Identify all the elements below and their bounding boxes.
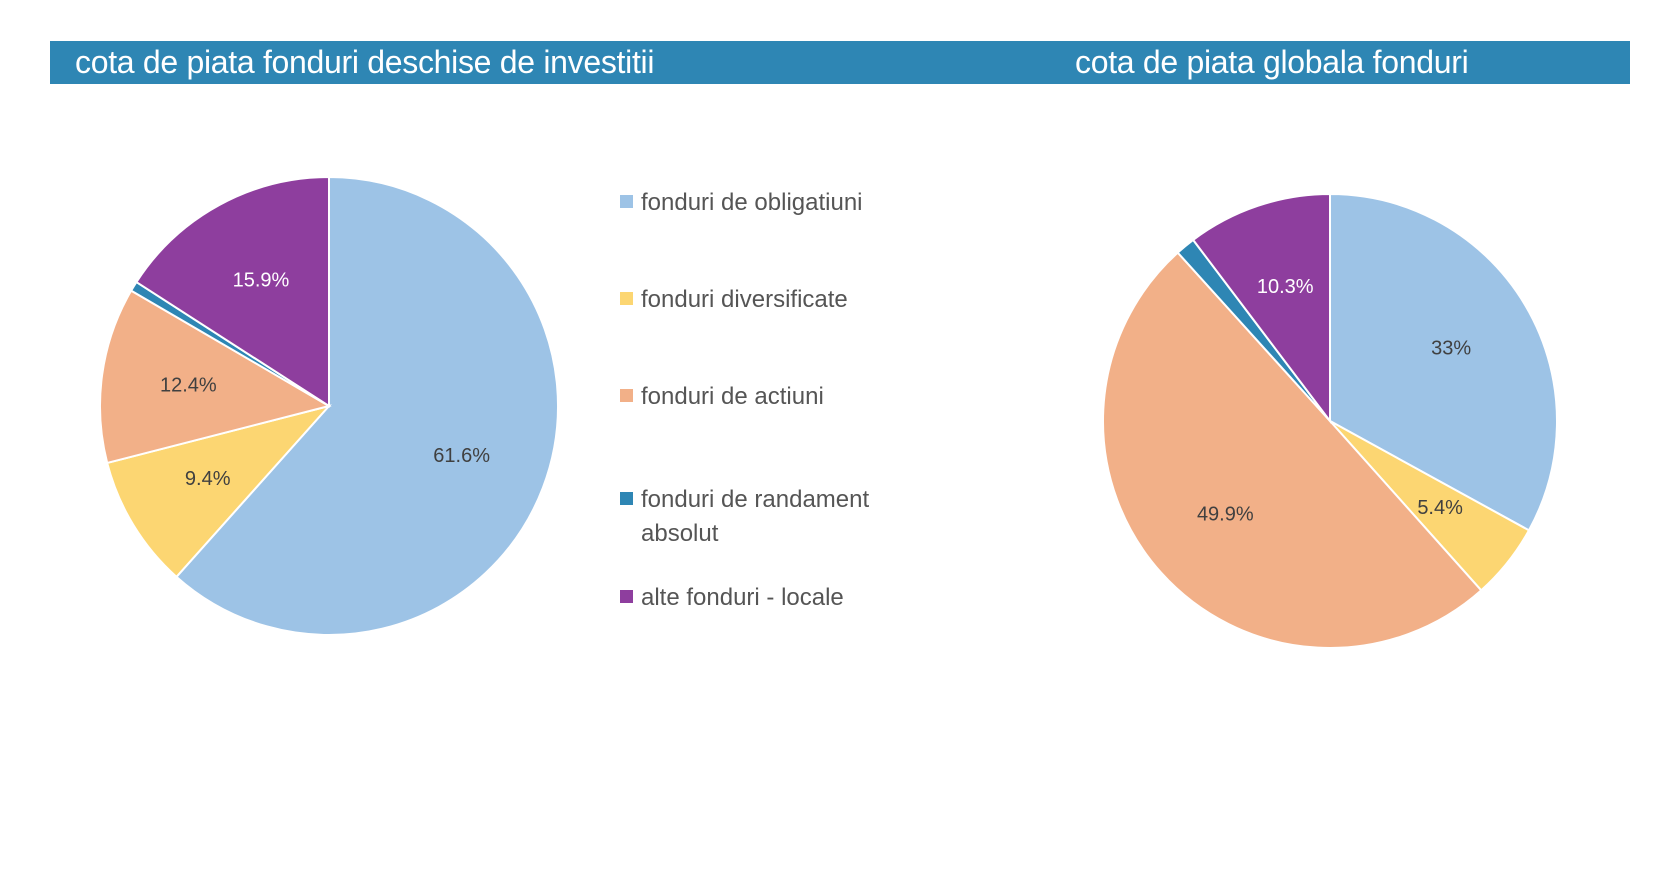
data-label-diversificate: 9.4% <box>185 468 231 490</box>
data-label-obligatiuni: 33% <box>1431 338 1471 360</box>
legend-item-diversificate: fonduri diversificate <box>620 283 871 317</box>
legend-label: fonduri de actiuni <box>641 383 824 410</box>
pie-slice-actiuni <box>99 289 332 465</box>
legend-swatch-randament-absolut <box>620 492 633 505</box>
legend-item-actiuni: fonduri de actiuni <box>620 380 871 414</box>
legend-item-randament-absolut: fonduri de randament absolut <box>620 483 871 551</box>
pie-slice-alte-fonduri <box>1191 192 1331 424</box>
left-chart-title: cota de piata fonduri deschise de invest… <box>75 44 655 80</box>
legend-swatch-obligatiuni <box>620 195 633 208</box>
legend-swatch-alte-fonduri <box>620 590 633 603</box>
data-label-alte-fonduri: 10.3% <box>1257 276 1314 298</box>
data-label-actiuni: 12.4% <box>160 375 217 397</box>
legend-item-obligatiuni: fonduri de obligatiuni <box>620 186 871 220</box>
pie-slice-diversificate <box>105 404 332 579</box>
data-label-obligatiuni: 61.6% <box>433 445 490 467</box>
pie-slice-actiuni <box>1102 251 1483 649</box>
pie-slice-obligatiuni <box>1329 192 1558 532</box>
right-chart-title: cota de piata globala fonduri <box>1075 44 1469 80</box>
pie-slice-obligatiuni <box>175 175 559 636</box>
data-label-diversificate: 5.4% <box>1417 497 1463 519</box>
legend-swatch-diversificate <box>620 292 633 305</box>
legend-label: alte fonduri - locale <box>641 584 844 611</box>
header-band <box>50 41 1630 84</box>
data-label-alte-fonduri: 15.9% <box>233 270 290 292</box>
legend-label: fonduri de randament absolut <box>641 486 870 547</box>
pie-chart-left: 61.6% 9.4% 12.4% 15.9% <box>99 175 559 636</box>
legend-label: fonduri diversificate <box>641 286 848 313</box>
legend-swatch-actiuni <box>620 389 633 402</box>
legend-label: fonduri de obligatiuni <box>641 189 863 216</box>
legend-item-alte-fonduri: alte fonduri - locale <box>620 581 871 615</box>
data-label-actiuni: 49.9% <box>1197 503 1254 525</box>
pie-slice-alte-fonduri <box>135 175 330 408</box>
pie-chart-right: 33% 5.4% 49.9% 10.3% <box>1102 192 1558 649</box>
